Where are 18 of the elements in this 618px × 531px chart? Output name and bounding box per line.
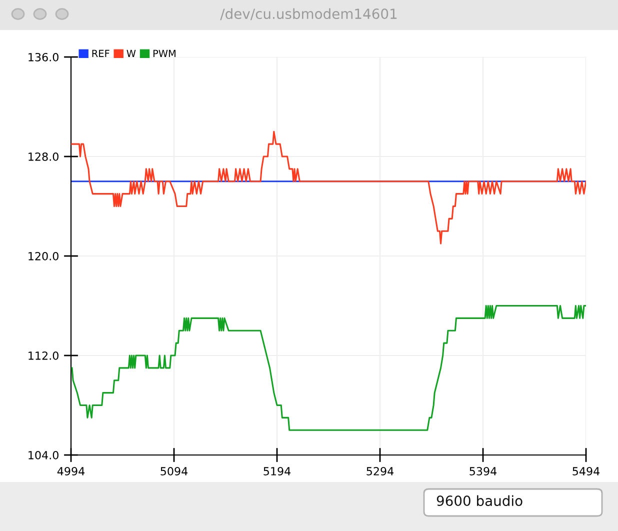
line-series (71, 304, 586, 431)
x-tick-label: 5294 (366, 467, 394, 476)
line-series (71, 130, 586, 244)
legend-label: REF (92, 50, 110, 57)
legend-label: W (126, 50, 136, 57)
chart-title: /dev/cu.usbmodem14601 (220, 8, 397, 20)
y-tick-label: 128.0 (28, 152, 58, 161)
y-tick-label: 104.0 (28, 450, 58, 460)
y-tick-label: 112.0 (28, 351, 58, 360)
text: 9600 baudio (436, 495, 522, 506)
y-tick-label: 136.0 (28, 52, 58, 62)
y-tick-label: 120.0 (28, 252, 58, 260)
x-tick-label: 4994 (57, 467, 85, 476)
x-tick-label: 5094 (160, 467, 188, 476)
x-tick-label: 5494 (572, 467, 600, 476)
x-tick-label: 5394 (470, 467, 497, 476)
x-tick-label: 5194 (264, 467, 291, 476)
legend-label: PWM (153, 50, 176, 57)
